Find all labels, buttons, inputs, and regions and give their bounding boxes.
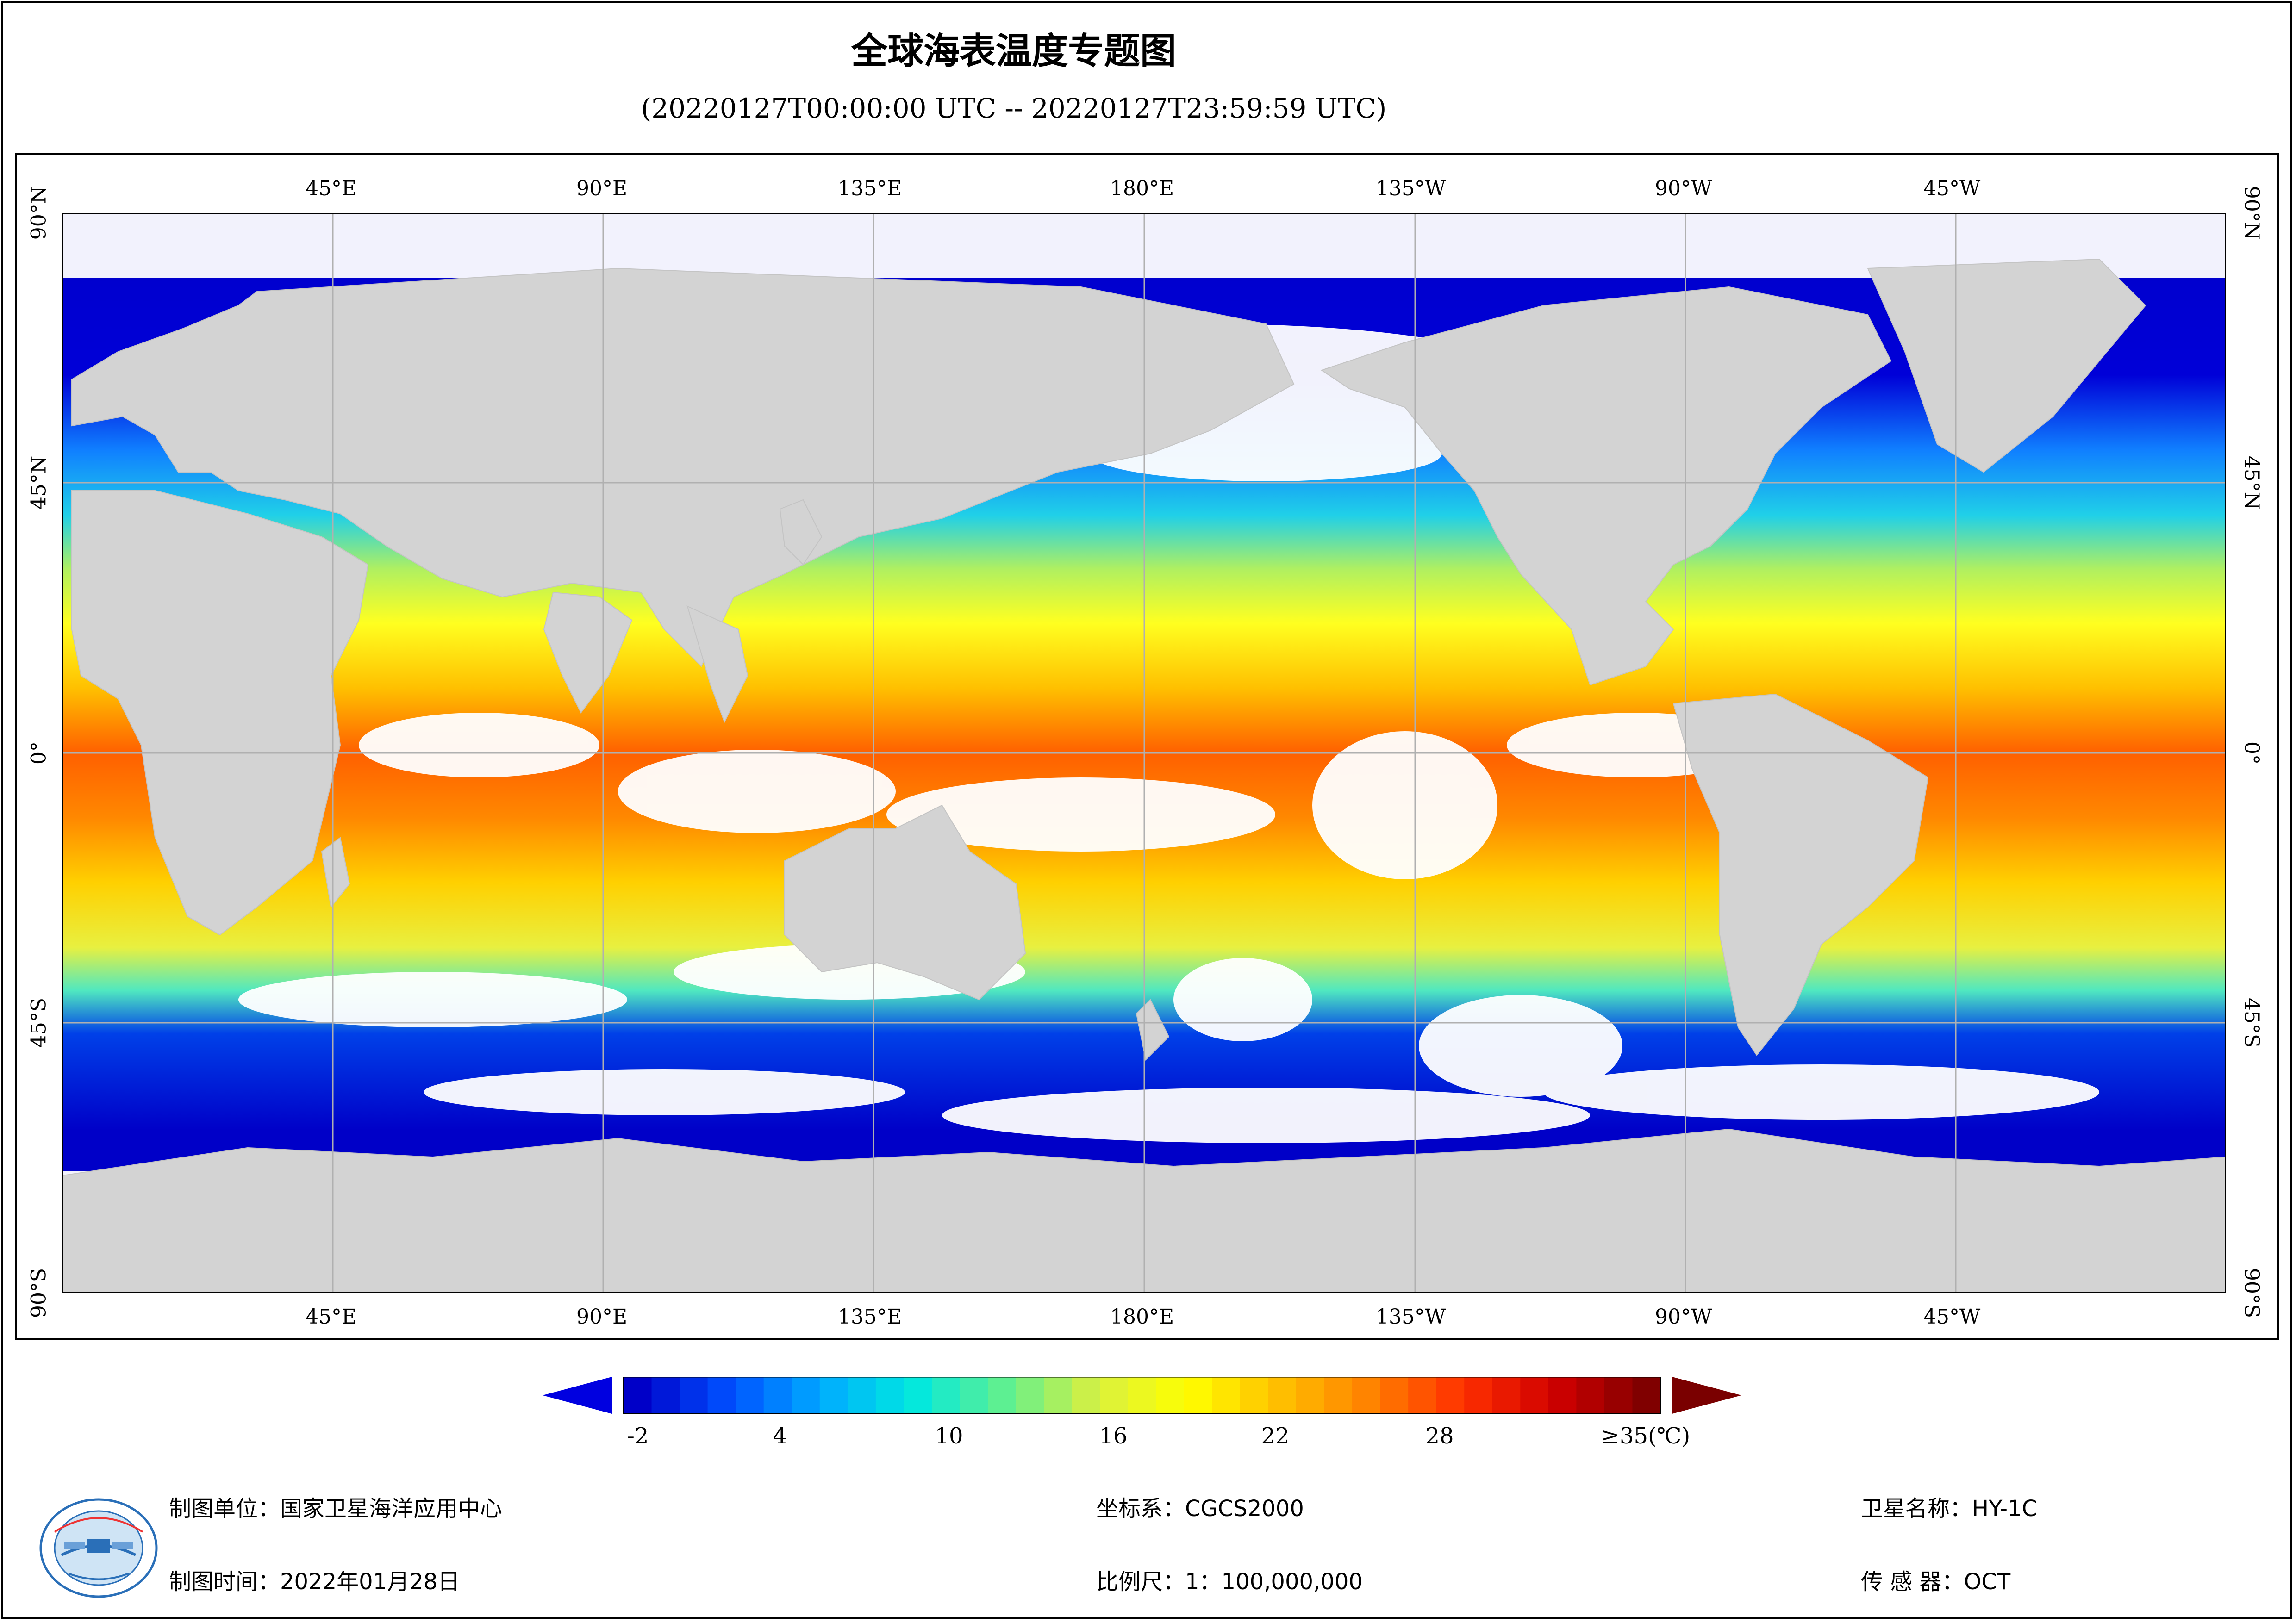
lat-label-left: 45°N <box>27 455 51 510</box>
colorbar-cell <box>1296 1377 1325 1414</box>
colorbar-cell <box>1576 1377 1605 1414</box>
lon-label-bottom: 180°E <box>1110 1305 1174 1329</box>
colorbar-cell <box>1268 1377 1297 1414</box>
lon-label-top: 135°W <box>1376 177 1446 200</box>
lon-label-top: 45°E <box>306 177 357 200</box>
colorbar-cell <box>848 1377 876 1414</box>
colorbar-cell <box>904 1377 932 1414</box>
lon-label-bottom: 45°E <box>306 1305 357 1329</box>
colorbar-tick: 10 <box>935 1423 963 1449</box>
lon-label-bottom: 45°W <box>1923 1305 1981 1329</box>
colorbar-cell <box>819 1377 848 1414</box>
lon-label-top: 135°E <box>838 177 902 200</box>
colorbar-cell <box>1520 1377 1549 1414</box>
colorbar-cell <box>875 1377 904 1414</box>
colorbar-cell <box>792 1377 820 1414</box>
colorbar-cell <box>1100 1377 1129 1414</box>
colorbar-cell <box>988 1377 1017 1414</box>
lat-label-right: 45°N <box>2240 455 2264 510</box>
lon-label-bottom: 90°E <box>576 1305 628 1329</box>
colorbar-tick: -2 <box>627 1423 649 1449</box>
colorbar-cell <box>1072 1377 1100 1414</box>
satellite-name-label: 卫星名称：HY-1C <box>1861 1496 2038 1522</box>
mapping-date-label: 制图时间：2022年01月28日 <box>169 1569 460 1595</box>
lat-label-left: 0° <box>27 741 51 765</box>
colorbar-cell <box>707 1377 736 1414</box>
colorbar-cell <box>1548 1377 1577 1414</box>
lon-label-bottom: 135°W <box>1376 1305 1446 1329</box>
sst-map <box>62 213 2226 1293</box>
lat-label-right: 0° <box>2240 741 2264 765</box>
colorbar-cell <box>1408 1377 1437 1414</box>
colorbar-cell <box>1436 1377 1465 1414</box>
colorbar-tick: ≥35(℃) <box>1601 1423 1691 1449</box>
colorbar-cell <box>1324 1377 1353 1414</box>
colorbar-max-arrow <box>1672 1377 1741 1414</box>
graticule <box>62 213 2226 1293</box>
scale-label: 比例尺：1：100,000,000 <box>1096 1569 1363 1595</box>
lon-label-top: 90°W <box>1655 177 1712 200</box>
lon-label-top: 45°W <box>1923 177 1981 200</box>
map-title: 全球海表温度专题图 <box>851 31 1176 72</box>
colorbar-cell <box>1464 1377 1493 1414</box>
colorbar-cell <box>1380 1377 1409 1414</box>
sensor-label: 传 感 器：OCT <box>1861 1569 2011 1595</box>
colorbar-cell <box>1128 1377 1156 1414</box>
mapping-unit-label: 制图单位：国家卫星海洋应用中心 <box>169 1496 503 1522</box>
colorbar-tick: 28 <box>1425 1423 1454 1449</box>
sst-colorbar <box>543 1377 1741 1414</box>
lon-label-bottom: 135°E <box>838 1305 902 1329</box>
lat-label-right: 90°S <box>2240 1268 2264 1318</box>
colorbar-tick: 4 <box>773 1423 787 1449</box>
colorbar-cells <box>624 1377 1661 1414</box>
lat-label-right: 90°N <box>2240 186 2264 240</box>
colorbar-cell <box>1240 1377 1268 1414</box>
colorbar-cell <box>680 1377 708 1414</box>
colorbar-cell <box>1184 1377 1212 1414</box>
colorbar-cell <box>960 1377 988 1414</box>
colorbar-cell <box>1604 1377 1633 1414</box>
colorbar-tick: 22 <box>1261 1423 1290 1449</box>
colorbar-cell <box>1352 1377 1381 1414</box>
colorbar-cell <box>1212 1377 1241 1414</box>
lat-label-left: 90°N <box>27 186 51 240</box>
lon-label-top: 90°E <box>576 177 628 200</box>
coordinate-system-label: 坐标系：CGCS2000 <box>1096 1496 1304 1522</box>
colorbar-cell <box>651 1377 680 1414</box>
colorbar-tick: 16 <box>1099 1423 1128 1449</box>
colorbar-cell <box>1016 1377 1044 1414</box>
colorbar-cell <box>1156 1377 1185 1414</box>
colorbar-cell <box>1044 1377 1073 1414</box>
lat-label-left: 45°S <box>27 997 51 1048</box>
lat-label-right: 45°S <box>2240 997 2264 1048</box>
colorbar-cell <box>931 1377 960 1414</box>
colorbar-min-arrow <box>543 1377 612 1414</box>
colorbar-cell <box>1632 1377 1661 1414</box>
colorbar-cell <box>1492 1377 1521 1414</box>
lat-label-left: 90°S <box>27 1268 51 1318</box>
colorbar-cell <box>736 1377 764 1414</box>
colorbar-cell <box>763 1377 792 1414</box>
nsoas-logo <box>39 1498 158 1598</box>
map-subtitle: (20220127T00:00:00 UTC -- 20220127T23:59… <box>641 93 1387 124</box>
colorbar-cell <box>624 1377 652 1414</box>
lon-label-top: 180°E <box>1110 177 1174 200</box>
lon-label-bottom: 90°W <box>1655 1305 1712 1329</box>
